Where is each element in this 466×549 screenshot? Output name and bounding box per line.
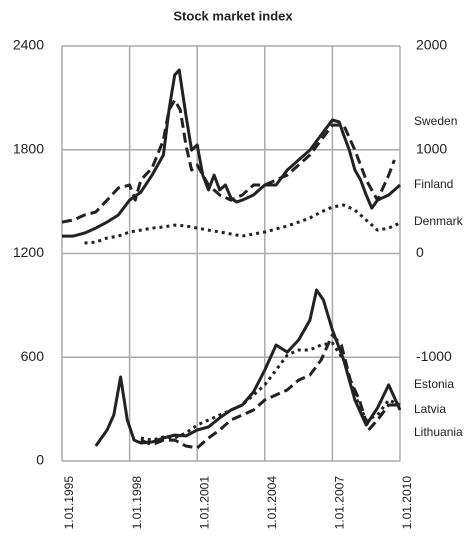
- x-tick-label: 1.01.1998: [130, 476, 144, 530]
- y-tick-label: 1200: [13, 244, 44, 260]
- series-line: [94, 288, 402, 447]
- y2-tick-label: 1000: [416, 140, 447, 156]
- x-tick-label: 1.01.2001: [197, 476, 211, 530]
- y-tick-label: 1800: [13, 140, 44, 156]
- series-line: [84, 203, 401, 245]
- y2-tick-label: 0: [416, 244, 424, 260]
- series-line: [140, 341, 401, 442]
- legend-label: Lithuania: [414, 425, 463, 439]
- series-line: [140, 333, 400, 450]
- legend-label: Finland: [414, 177, 453, 191]
- x-tick-label: 1.01.2010: [400, 476, 414, 530]
- series-line: [61, 98, 396, 224]
- legend-label: Estonia: [414, 377, 454, 391]
- y-tick-label: 2400: [13, 37, 44, 53]
- legend-label: Latvia: [414, 402, 446, 416]
- x-tick-label: 1.01.2007: [333, 476, 347, 530]
- y-tick-label: 600: [21, 348, 45, 364]
- legend-label: Denmark: [414, 214, 464, 228]
- x-tick-label: 1.01.1995: [62, 476, 76, 530]
- legend-label: Sweden: [414, 114, 457, 128]
- y2-tick-label: 2000: [416, 37, 447, 53]
- x-tick-label: 1.01.2004: [265, 476, 279, 530]
- y2-tick-label: -1000: [416, 348, 452, 364]
- y-tick-label: 0: [36, 452, 44, 468]
- chart-title: Stock market index: [173, 8, 293, 23]
- series-line: [62, 68, 401, 238]
